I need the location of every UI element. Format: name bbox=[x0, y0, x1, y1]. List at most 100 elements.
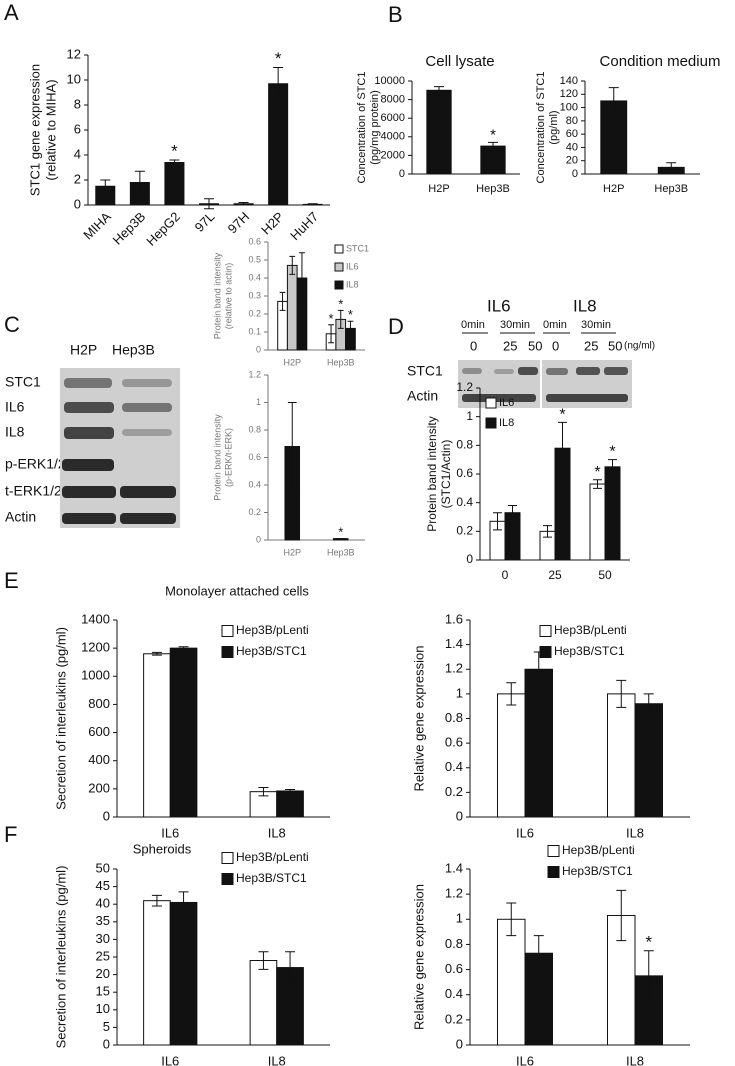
chart: Protein band intensity (p-ERK/t-ERK) 0 0.2 0… bbox=[212, 369, 365, 557]
y-tick-label: 0.4 bbox=[456, 495, 473, 509]
y-tick-label: 0.8 bbox=[456, 438, 473, 452]
x-tick-label: H2P bbox=[283, 547, 301, 557]
y-tick-label: 0.4 bbox=[248, 479, 261, 489]
error-bar bbox=[543, 525, 552, 538]
legend-label: Hep3B/pLenti bbox=[562, 843, 635, 857]
error-bar bbox=[347, 320, 354, 337]
blot-band bbox=[462, 368, 482, 374]
y-axis-label: Relative gene expression bbox=[411, 884, 426, 1030]
legend-swatch bbox=[334, 244, 344, 254]
y-tick-label: 1.2 bbox=[248, 369, 261, 379]
blot-band bbox=[122, 403, 172, 412]
y-tick-label: 0.4 bbox=[248, 272, 261, 282]
y-tick-label: 1 bbox=[456, 911, 463, 926]
error-bar bbox=[616, 679, 627, 708]
error-bar bbox=[151, 894, 162, 907]
y-axis-label: Protein band intensity bbox=[212, 252, 222, 339]
y-tick-label: 0.2 bbox=[445, 1011, 463, 1026]
error-bar bbox=[178, 646, 189, 651]
blot-band bbox=[62, 459, 114, 471]
y-tick-label: 0.6 bbox=[248, 452, 261, 462]
y-tick-label: 0 bbox=[74, 196, 81, 211]
blot-band bbox=[64, 427, 114, 439]
y-tick-label: 4 bbox=[74, 146, 81, 161]
legend-swatch bbox=[221, 625, 234, 637]
significance-star: * bbox=[338, 296, 343, 311]
chart: Condition medium Concentration of STC1 (pg… bbox=[535, 53, 721, 195]
blot-band bbox=[576, 367, 600, 375]
bar bbox=[497, 693, 526, 818]
blot-band bbox=[120, 486, 176, 498]
error-bar bbox=[169, 159, 180, 166]
y-tick-label: 12 bbox=[67, 46, 81, 61]
x-tick-label: Hep3B bbox=[327, 547, 355, 557]
blot-column: H2P bbox=[70, 342, 97, 358]
x-tick-label: 0 bbox=[502, 568, 509, 582]
y-axis-label: Secretion of interleukins (pg/ml) bbox=[53, 866, 68, 1049]
bar bbox=[164, 162, 185, 206]
panel-label: A bbox=[4, 0, 19, 25]
blot-band bbox=[546, 394, 628, 402]
error-bar bbox=[100, 179, 111, 193]
legend-label: IL6 bbox=[499, 397, 514, 409]
y-tick-label: 10 bbox=[67, 71, 81, 86]
y-axis-label: Concentration of STC1 bbox=[356, 72, 368, 184]
y-axis-label: (relative to actin) bbox=[223, 263, 233, 330]
legend-label: Hep3B/pLenti bbox=[236, 850, 309, 864]
significance-star: * bbox=[329, 311, 334, 326]
blot-band bbox=[122, 379, 172, 387]
y-tick-label: 0.8 bbox=[248, 424, 261, 434]
y-tick-label: 1.4 bbox=[445, 636, 463, 651]
chart: Spheroids Secretion of interleukins (pg/m… bbox=[53, 841, 330, 1066]
y-tick-label: 0.8 bbox=[445, 936, 463, 951]
x-tick-label: HuH7 bbox=[287, 209, 321, 243]
legend-swatch bbox=[485, 417, 497, 429]
legend-label: IL8 bbox=[346, 279, 359, 289]
legend-label: Hep3B/pLenti bbox=[236, 623, 309, 637]
y-tick-label: 100 bbox=[560, 101, 578, 113]
y-tick-label: 0.1 bbox=[248, 326, 261, 336]
x-tick-label: 97L bbox=[192, 209, 218, 235]
y-tick-label: 0 bbox=[103, 808, 110, 823]
blot-band bbox=[494, 369, 514, 374]
chart: Monolayer attached cells Secretion of int… bbox=[53, 583, 330, 840]
error-bar bbox=[593, 479, 602, 489]
x-tick-label: 25 bbox=[548, 568, 562, 582]
y-axis-label: Secretion of interleukins (pg/ml) bbox=[53, 627, 68, 810]
blot-image bbox=[60, 368, 180, 528]
y-tick-label: 20 bbox=[96, 966, 110, 981]
chart: Protein band intensity (STC1/Actin) 0 0.2 0.… bbox=[425, 380, 630, 582]
y-tick-label: 0.2 bbox=[248, 507, 261, 517]
bar bbox=[143, 900, 171, 1046]
chart-title: Monolayer attached cells bbox=[165, 583, 309, 598]
error-bar bbox=[299, 252, 305, 304]
significance-star: * bbox=[645, 932, 652, 951]
y-tick-label: 0.6 bbox=[445, 735, 463, 750]
x-tick-label: Hep3B bbox=[476, 183, 510, 195]
legend-label: IL6 bbox=[346, 261, 359, 271]
y-tick-label: 0.4 bbox=[445, 759, 463, 774]
error-bar bbox=[151, 651, 162, 656]
legend-label: Hep3B/STC1 bbox=[236, 644, 307, 658]
legend-swatch bbox=[485, 397, 497, 409]
x-tick-label: H2P bbox=[603, 183, 624, 195]
blot-row: IL8 bbox=[5, 424, 25, 440]
chart-title: Condition medium bbox=[600, 53, 721, 70]
legend-swatch bbox=[547, 866, 560, 878]
y-tick-label: 2 bbox=[74, 171, 81, 186]
legend-swatch bbox=[221, 852, 234, 864]
y-tick-label: 2000 bbox=[381, 149, 405, 161]
error-bar bbox=[238, 202, 249, 206]
y-tick-label: 0.6 bbox=[248, 236, 261, 246]
bar bbox=[268, 83, 289, 206]
y-tick-label: 1 bbox=[256, 397, 261, 407]
blot-row: STC1 bbox=[407, 363, 443, 379]
y-tick-label: 40 bbox=[566, 141, 578, 153]
x-tick-label: IL6 bbox=[161, 1053, 179, 1066]
significance-star: * bbox=[490, 127, 496, 144]
blot-c: H2P Hep3B STC1 IL6 IL8 p-ERK1/2 t-ERK1/2… bbox=[5, 342, 180, 528]
panel-label: D bbox=[388, 314, 404, 339]
y-tick-label: 0.2 bbox=[445, 784, 463, 799]
bar bbox=[607, 693, 636, 818]
x-tick-label: IL8 bbox=[268, 1053, 286, 1066]
